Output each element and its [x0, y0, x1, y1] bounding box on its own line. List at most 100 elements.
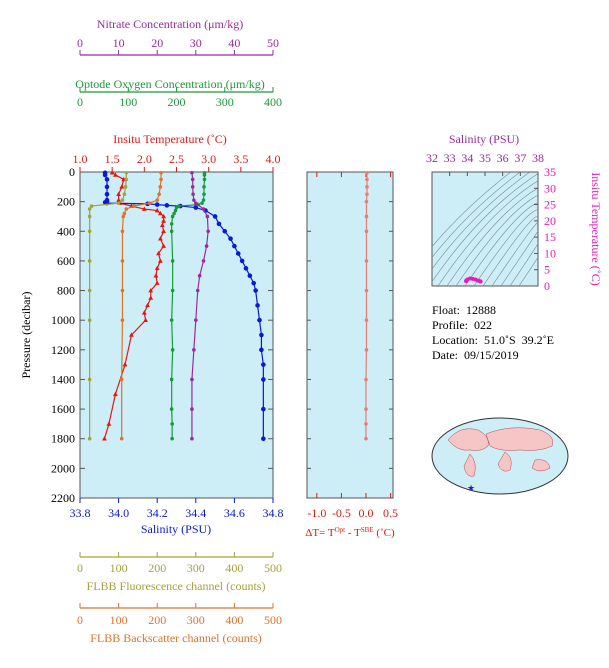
- data-point: [365, 177, 369, 182]
- data-point: [169, 222, 174, 226]
- data-point: [87, 436, 92, 441]
- data-point: [89, 204, 94, 208]
- data-point: [191, 192, 195, 197]
- data-point: [170, 214, 175, 219]
- data-point: [259, 332, 264, 338]
- data-point: [364, 422, 368, 426]
- data-point: [158, 236, 163, 241]
- data-point: [102, 172, 108, 178]
- tick-label: 20: [544, 214, 556, 228]
- data-point: [157, 192, 161, 197]
- data-point: [124, 170, 129, 175]
- data-point: [202, 185, 206, 189]
- delta-axis-label: ΔT= TOpt - TSBE (˚C): [305, 526, 395, 539]
- data-point: [120, 288, 125, 293]
- data-point: [364, 199, 369, 204]
- density-contour: [437, 180, 538, 286]
- data-point: [159, 170, 163, 175]
- data-point: [247, 273, 253, 279]
- data-point: [159, 177, 163, 182]
- data-point: [120, 229, 125, 234]
- data-point: [161, 228, 167, 234]
- data-point: [159, 222, 165, 228]
- tick-label: 0.0: [358, 506, 373, 520]
- data-point: [194, 318, 198, 322]
- series-line: [121, 172, 162, 439]
- float-location-marker: ★: [467, 483, 475, 493]
- density-contour: [518, 245, 538, 286]
- density-contour: [432, 172, 531, 270]
- data-point: [104, 191, 110, 197]
- tick-label: 100: [110, 561, 128, 575]
- delta-plot-area: [306, 171, 394, 499]
- tick-label: 25: [544, 198, 556, 212]
- data-point: [169, 407, 174, 411]
- data-point: [364, 348, 369, 352]
- data-point: [222, 228, 228, 234]
- tick-label: 34.6: [224, 506, 245, 520]
- data-point: [132, 204, 136, 208]
- data-point: [192, 198, 196, 202]
- density-contour: [473, 209, 538, 286]
- data-point: [172, 211, 176, 216]
- oxygen-axis: Optode Oxygen Concentration (μm/kg) 0 100…: [75, 77, 282, 109]
- data-point: [190, 436, 194, 441]
- data-point: [190, 177, 195, 182]
- world-map: ★: [431, 417, 569, 495]
- tick-label: 33.8: [70, 506, 91, 520]
- tick-label: 35: [479, 151, 491, 165]
- data-point: [161, 243, 167, 248]
- tick-label: 400: [264, 95, 282, 109]
- tick-label: 0: [77, 561, 83, 575]
- density-contour: [455, 194, 538, 286]
- data-point: [190, 377, 194, 382]
- tick-label: 0: [77, 36, 83, 50]
- tick-label: 500: [264, 613, 282, 627]
- data-point: [259, 347, 264, 353]
- data-point: [190, 185, 195, 189]
- data-point: [87, 259, 92, 263]
- data-point: [169, 229, 174, 234]
- data-point: [261, 436, 266, 442]
- data-point: [119, 436, 124, 441]
- continent-shape: [447, 428, 489, 451]
- tick-label: 1.0: [73, 152, 88, 166]
- density-contour: [446, 187, 538, 286]
- data-point: [153, 273, 159, 278]
- data-point: [192, 348, 196, 352]
- data-point: [148, 287, 154, 293]
- data-point: [478, 279, 483, 284]
- data-point: [145, 302, 150, 308]
- density-contour: [432, 172, 512, 248]
- data-point: [104, 177, 110, 182]
- tick-label: 0.5: [383, 506, 398, 520]
- data-point: [257, 317, 262, 323]
- data-point: [124, 177, 129, 182]
- fluorescence-axis: 0 100 200 300 400 500 FLBB Fluorescence chann…: [77, 552, 282, 593]
- ts-salinity-axis-label: Salinity (PSU): [449, 132, 519, 146]
- tick-label: 2200: [51, 491, 75, 505]
- data-point: [170, 288, 175, 293]
- tick-label: 5: [544, 263, 550, 277]
- data-point: [202, 177, 207, 182]
- continent-shape: [463, 453, 476, 477]
- data-point: [364, 318, 369, 322]
- data-point: [364, 214, 369, 219]
- data-point: [116, 191, 121, 197]
- data-point: [106, 421, 112, 426]
- data-point: [123, 185, 128, 189]
- data-point: [194, 201, 198, 205]
- data-point: [116, 201, 121, 205]
- data-point: [228, 236, 233, 241]
- tick-label: 600: [57, 254, 75, 268]
- data-point: [195, 288, 200, 293]
- data-point: [87, 214, 92, 219]
- tick-label: 200: [148, 613, 166, 627]
- tick-label: 300: [187, 561, 205, 575]
- data-point: [102, 436, 107, 441]
- tick-label: 36: [497, 151, 509, 165]
- data-point: [202, 173, 207, 177]
- data-point: [109, 170, 115, 175]
- data-point: [364, 259, 369, 263]
- data-point: [155, 198, 159, 202]
